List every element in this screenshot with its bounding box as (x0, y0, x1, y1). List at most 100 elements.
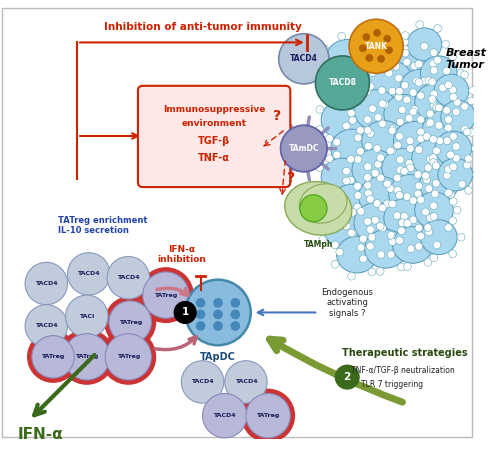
Circle shape (401, 212, 408, 220)
Text: Therapeutic strategies: Therapeutic strategies (342, 348, 468, 358)
Ellipse shape (419, 166, 458, 202)
Circle shape (364, 116, 371, 123)
Circle shape (372, 24, 380, 31)
Circle shape (319, 216, 327, 223)
Text: TATreg enrichment
IL-10 secretion: TATreg enrichment IL-10 secretion (58, 216, 147, 235)
Circle shape (396, 237, 404, 244)
Circle shape (379, 120, 386, 128)
Circle shape (369, 69, 376, 76)
Circle shape (230, 298, 240, 308)
Circle shape (316, 106, 324, 114)
Circle shape (343, 222, 350, 230)
Circle shape (383, 35, 391, 43)
Circle shape (415, 146, 423, 154)
Circle shape (415, 242, 423, 250)
Circle shape (417, 128, 425, 136)
Circle shape (213, 321, 223, 331)
Circle shape (355, 35, 363, 44)
Circle shape (415, 79, 423, 86)
Circle shape (343, 167, 350, 175)
Circle shape (356, 147, 364, 155)
Circle shape (409, 89, 417, 97)
Circle shape (430, 49, 438, 57)
Ellipse shape (285, 181, 352, 235)
Text: TACD4: TACD4 (78, 271, 100, 277)
Ellipse shape (368, 61, 413, 101)
Circle shape (354, 192, 362, 199)
Circle shape (423, 132, 431, 141)
Circle shape (330, 97, 338, 105)
Text: TApDC: TApDC (200, 352, 236, 362)
Ellipse shape (389, 175, 431, 213)
Circle shape (396, 88, 404, 95)
Circle shape (417, 232, 425, 240)
Ellipse shape (384, 198, 426, 237)
Circle shape (366, 195, 374, 203)
Circle shape (359, 73, 367, 81)
Text: TATreg: TATreg (75, 354, 98, 359)
FancyArrowPatch shape (288, 167, 293, 176)
Circle shape (395, 93, 403, 101)
Circle shape (381, 53, 389, 62)
Circle shape (321, 45, 328, 53)
Circle shape (396, 192, 404, 199)
Circle shape (422, 208, 430, 216)
Circle shape (364, 127, 372, 134)
Circle shape (407, 145, 414, 152)
Circle shape (387, 232, 395, 239)
Text: Endogenous
activating
signals ?: Endogenous activating signals ? (321, 288, 373, 318)
Circle shape (430, 158, 437, 167)
Circle shape (377, 222, 384, 230)
Text: ?: ? (287, 171, 296, 185)
Ellipse shape (422, 111, 461, 148)
Circle shape (415, 224, 423, 232)
Circle shape (442, 40, 449, 48)
Circle shape (472, 145, 479, 152)
Circle shape (388, 87, 396, 95)
Circle shape (430, 101, 438, 109)
Circle shape (416, 21, 424, 28)
Circle shape (417, 196, 425, 204)
Circle shape (373, 29, 381, 37)
Circle shape (425, 77, 433, 84)
Circle shape (105, 334, 151, 380)
Circle shape (363, 66, 371, 75)
Circle shape (138, 267, 194, 323)
Circle shape (464, 161, 471, 169)
Ellipse shape (361, 31, 401, 67)
Text: TATreg: TATreg (154, 293, 178, 298)
Circle shape (427, 155, 434, 163)
Circle shape (433, 147, 440, 155)
Circle shape (319, 236, 327, 243)
Circle shape (383, 180, 391, 188)
Circle shape (401, 167, 408, 175)
Circle shape (404, 220, 411, 227)
Circle shape (357, 207, 365, 215)
Text: TNF-α/TGF-β neutralization: TNF-α/TGF-β neutralization (351, 366, 455, 375)
Circle shape (386, 185, 394, 193)
Circle shape (392, 28, 400, 35)
Circle shape (453, 98, 461, 106)
Circle shape (385, 50, 393, 58)
Circle shape (333, 93, 341, 101)
Text: TATreg: TATreg (41, 354, 65, 359)
Circle shape (359, 255, 367, 263)
Circle shape (403, 58, 410, 66)
Circle shape (444, 81, 452, 89)
Text: TAMph: TAMph (303, 241, 333, 250)
Circle shape (378, 87, 386, 94)
Circle shape (68, 253, 110, 295)
Circle shape (414, 171, 422, 178)
Circle shape (366, 226, 374, 233)
Circle shape (457, 70, 465, 77)
Circle shape (246, 393, 290, 438)
Circle shape (348, 64, 355, 72)
Circle shape (333, 138, 341, 146)
Circle shape (424, 164, 432, 172)
Circle shape (388, 147, 396, 155)
Circle shape (366, 83, 374, 90)
Circle shape (364, 189, 372, 197)
Circle shape (373, 200, 381, 207)
Ellipse shape (420, 56, 457, 91)
Circle shape (349, 96, 356, 103)
